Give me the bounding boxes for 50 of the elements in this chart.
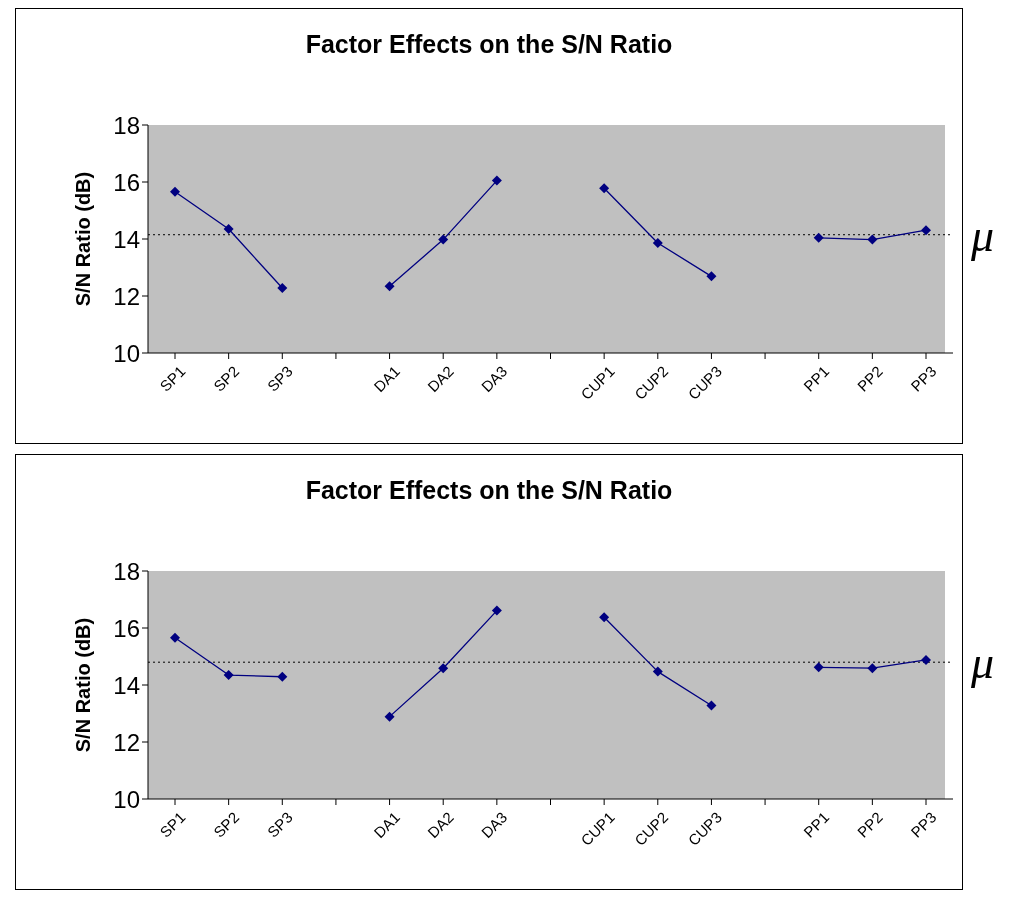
point	[706, 271, 717, 282]
point	[599, 183, 610, 194]
point	[277, 671, 288, 682]
y-tick-label: 10	[113, 339, 140, 367]
point	[813, 662, 824, 673]
point	[706, 700, 717, 711]
y-tick-label: 16	[113, 168, 140, 196]
x-tick-label: SP3	[263, 808, 296, 841]
chart-title: Factor Effects on the S/N Ratio	[304, 30, 674, 59]
x-tick-label: SP2	[210, 808, 243, 841]
y-tick-label: 14	[113, 225, 140, 253]
x-tick-label: PP1	[800, 808, 833, 841]
point	[599, 612, 610, 623]
point	[652, 237, 663, 248]
point	[652, 666, 663, 677]
y-tick-label: 18	[113, 111, 140, 139]
point	[491, 175, 502, 186]
point	[867, 234, 878, 245]
point	[438, 234, 449, 245]
y-tick-label: 14	[113, 671, 140, 699]
y-tick-label: 16	[113, 614, 140, 642]
x-tick-label: SP1	[156, 808, 189, 841]
point	[170, 632, 180, 643]
point	[223, 224, 234, 235]
point	[491, 605, 502, 616]
point	[170, 186, 180, 197]
point	[867, 663, 878, 674]
x-tick-label: SP3	[263, 362, 296, 395]
x-tick-label: SP2	[210, 362, 243, 395]
point	[921, 654, 931, 665]
y-tick-label: 12	[113, 728, 140, 756]
y-axis-title: S/N Ratio (dB)	[72, 617, 95, 753]
x-tick-label: PP1	[800, 362, 833, 395]
y-tick-label: 18	[113, 557, 140, 585]
ref-line-label: μ	[970, 637, 995, 689]
ref-line-label: μ	[970, 209, 995, 261]
point	[384, 711, 395, 722]
point	[921, 225, 931, 236]
y-axis-title: S/N Ratio (dB)	[72, 171, 95, 307]
chart-title: Factor Effects on the S/N Ratio	[304, 476, 674, 505]
x-tick-label: SP1	[156, 362, 189, 395]
point	[277, 283, 288, 294]
point	[384, 281, 395, 292]
point	[223, 670, 234, 681]
x-tick-label: DA1	[370, 808, 404, 842]
point	[438, 663, 449, 674]
y-tick-label: 12	[113, 282, 140, 310]
x-tick-label: DA1	[370, 362, 404, 396]
point	[813, 232, 824, 243]
y-tick-label: 10	[113, 785, 140, 813]
